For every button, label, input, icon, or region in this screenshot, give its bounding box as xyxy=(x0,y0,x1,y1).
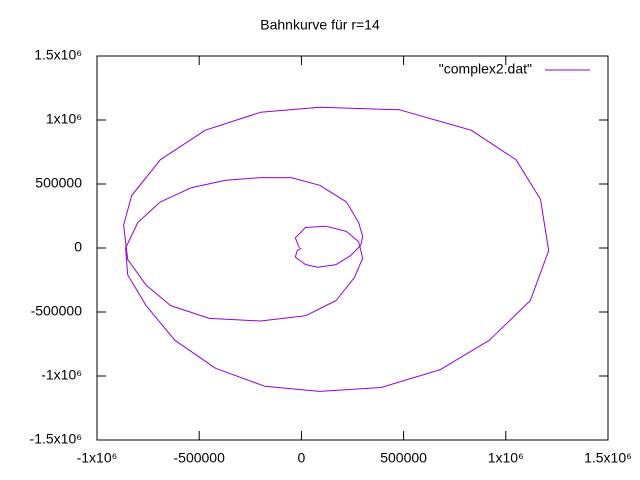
y-tick-label: 0 xyxy=(74,239,82,255)
series-line xyxy=(123,106,550,392)
x-tick-label: 1.5x10⁶ xyxy=(584,450,632,466)
y-tick-label: 500000 xyxy=(35,175,82,191)
y-tick-label: -500000 xyxy=(31,303,83,319)
y-tick-label: 1.5x10⁶ xyxy=(34,47,82,63)
x-tick-label: 1x10⁶ xyxy=(488,450,524,466)
chart-title: Bahnkurve für r=14 xyxy=(260,17,380,33)
legend-label: "complex2.dat" xyxy=(439,61,532,77)
x-tick-label: 500000 xyxy=(380,450,427,466)
x-tick-label: 0 xyxy=(298,450,306,466)
y-tick-label: -1x10⁶ xyxy=(41,367,82,383)
x-tick-label: -1x10⁶ xyxy=(77,450,118,466)
y-tick-label: 1x10⁶ xyxy=(46,111,82,127)
y-tick-label: -1.5x10⁶ xyxy=(30,431,82,447)
x-tick-label: -500000 xyxy=(174,450,226,466)
